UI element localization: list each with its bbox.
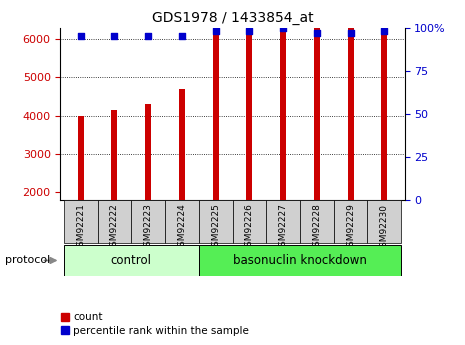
Point: [246, 28, 253, 34]
Text: GSM92221: GSM92221: [76, 204, 85, 253]
Text: GSM92224: GSM92224: [177, 204, 186, 252]
Point: [178, 33, 186, 39]
Point: [212, 28, 219, 34]
Text: GSM92227: GSM92227: [279, 204, 288, 253]
Bar: [266, 200, 300, 243]
Bar: [347, 6, 353, 200]
Text: basonuclin knockdown: basonuclin knockdown: [233, 254, 367, 267]
Text: GSM92222: GSM92222: [110, 204, 119, 252]
Point: [111, 33, 118, 39]
Bar: [381, 0, 387, 200]
Bar: [199, 200, 232, 243]
Point: [77, 33, 85, 39]
Bar: [280, 0, 286, 200]
Bar: [64, 200, 98, 243]
Text: GSM92225: GSM92225: [211, 204, 220, 253]
Text: GSM92223: GSM92223: [144, 204, 153, 253]
Bar: [131, 200, 165, 243]
Bar: [98, 200, 131, 243]
Bar: [300, 200, 334, 243]
Bar: [78, 116, 84, 200]
Bar: [179, 89, 185, 200]
Bar: [246, 0, 252, 200]
Bar: [314, 8, 320, 200]
Bar: [213, 0, 219, 200]
Text: GSM92228: GSM92228: [312, 204, 321, 253]
Bar: [334, 200, 367, 243]
Point: [313, 30, 320, 36]
Bar: [367, 200, 401, 243]
Text: GSM92226: GSM92226: [245, 204, 254, 253]
Title: GDS1978 / 1433854_at: GDS1978 / 1433854_at: [152, 11, 313, 25]
Point: [279, 25, 287, 30]
Bar: [165, 200, 199, 243]
Bar: [112, 110, 118, 200]
Text: GSM92229: GSM92229: [346, 204, 355, 253]
Point: [347, 30, 354, 36]
Legend: count, percentile rank within the sample: count, percentile rank within the sample: [56, 308, 253, 340]
Point: [145, 33, 152, 39]
Text: control: control: [111, 254, 152, 267]
Text: protocol: protocol: [5, 256, 50, 265]
Bar: [64, 245, 199, 276]
Text: GSM92230: GSM92230: [380, 204, 389, 253]
Point: [380, 28, 388, 34]
Bar: [199, 245, 401, 276]
Bar: [145, 104, 151, 200]
Bar: [232, 200, 266, 243]
